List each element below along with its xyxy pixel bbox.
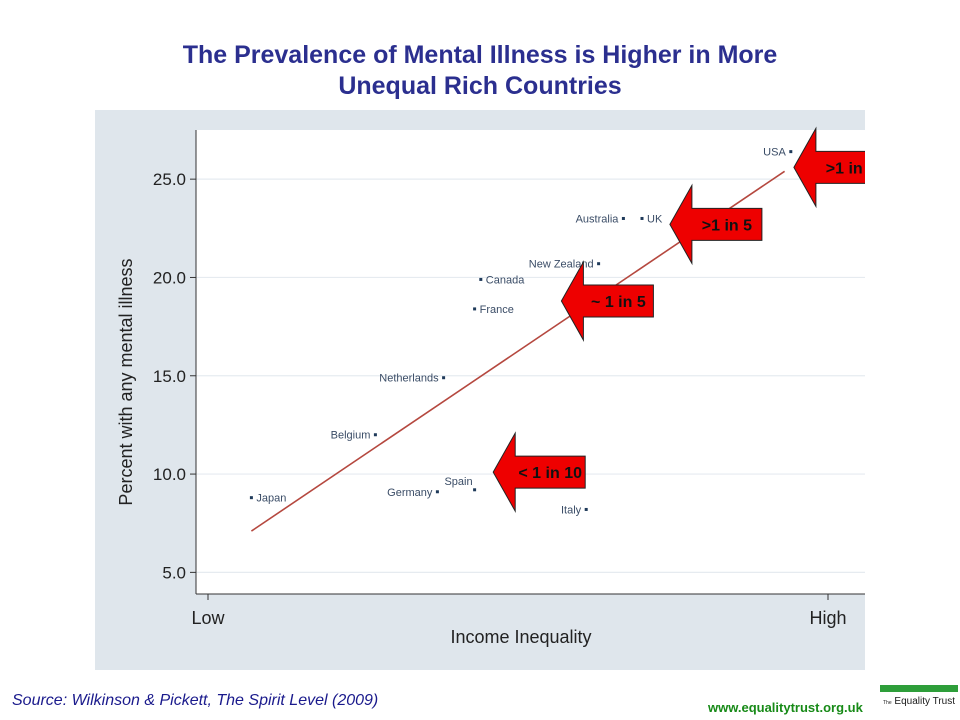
callout-arrow bbox=[669, 183, 763, 266]
callout-label: ~ 1 in 5 bbox=[591, 294, 646, 311]
callout-label: < 1 in 10 bbox=[518, 465, 582, 482]
data-point bbox=[789, 150, 793, 154]
logo-text: The Equality Trust bbox=[880, 696, 958, 707]
logo-prefix: The bbox=[883, 700, 892, 706]
point-label: Belgium bbox=[331, 430, 371, 442]
point-label: UK bbox=[647, 213, 663, 225]
callout-arrow bbox=[492, 431, 586, 514]
y-tick-label: 5.0 bbox=[162, 563, 186, 582]
point-label: Australia bbox=[576, 213, 620, 225]
point-label: Spain bbox=[444, 476, 472, 488]
gridlines bbox=[196, 178, 865, 573]
y-tick-label: 25.0 bbox=[153, 170, 186, 189]
data-points: Japan Belgium Netherlands Germany Spain Franc… bbox=[249, 147, 793, 516]
point-label: Japan bbox=[256, 493, 286, 505]
data-point bbox=[640, 216, 644, 220]
y-tick-label: 15.0 bbox=[153, 367, 186, 386]
chart-panel: 5.0 10.0 15.0 20.0 25.0 Low High Japan Belgium N… bbox=[95, 110, 865, 670]
callouts: >1 in 4 >1 in 5 ~ 1 in 5 < 1 in 10 bbox=[492, 126, 865, 514]
logo-name: Equality Trust bbox=[894, 696, 955, 707]
data-point bbox=[621, 216, 625, 220]
x-tick-label: High bbox=[809, 608, 846, 628]
data-point bbox=[584, 507, 588, 511]
axes: 5.0 10.0 15.0 20.0 25.0 Low High bbox=[153, 130, 865, 628]
website-link[interactable]: www.equalitytrust.org.uk bbox=[708, 700, 863, 715]
y-tick-label: 20.0 bbox=[153, 268, 186, 287]
equality-trust-logo: The Equality Trust bbox=[880, 685, 958, 717]
callout-label: >1 in 4 bbox=[826, 160, 865, 177]
source-citation: Source: Wilkinson & Pickett, The Spirit … bbox=[12, 692, 379, 709]
point-label: Netherlands bbox=[379, 373, 439, 385]
point-label: Germany bbox=[387, 487, 433, 499]
point-label: New Zealand bbox=[529, 259, 594, 271]
point-label: Italy bbox=[561, 504, 582, 516]
x-axis-label: Income Inequality bbox=[450, 627, 591, 647]
data-point bbox=[435, 490, 439, 494]
y-tick-label: 10.0 bbox=[153, 465, 186, 484]
logo-bar bbox=[880, 685, 958, 692]
point-label: Canada bbox=[486, 274, 525, 286]
data-point bbox=[442, 376, 446, 380]
data-point bbox=[597, 262, 601, 266]
chart-title: The Prevalence of Mental Illness is High… bbox=[0, 40, 960, 102]
data-point bbox=[473, 307, 477, 311]
x-tick-label: Low bbox=[191, 608, 225, 628]
scatter-chart: 5.0 10.0 15.0 20.0 25.0 Low High Japan Belgium N… bbox=[116, 126, 865, 647]
chart-title-line-1: The Prevalence of Mental Illness is High… bbox=[182, 41, 778, 69]
data-point bbox=[373, 433, 377, 437]
plot-area bbox=[196, 130, 865, 594]
data-point bbox=[249, 496, 253, 500]
point-label: France bbox=[480, 304, 514, 316]
callout-arrow bbox=[560, 260, 654, 342]
callout-label: >1 in 5 bbox=[702, 217, 752, 234]
point-label: USA bbox=[763, 147, 786, 159]
chart-title-line-2: Unequal Rich Countries bbox=[338, 72, 622, 100]
data-point bbox=[479, 277, 483, 281]
y-axis-label: Percent with any mental illness bbox=[116, 258, 136, 505]
callout-arrow bbox=[793, 126, 865, 209]
data-point bbox=[473, 488, 477, 492]
